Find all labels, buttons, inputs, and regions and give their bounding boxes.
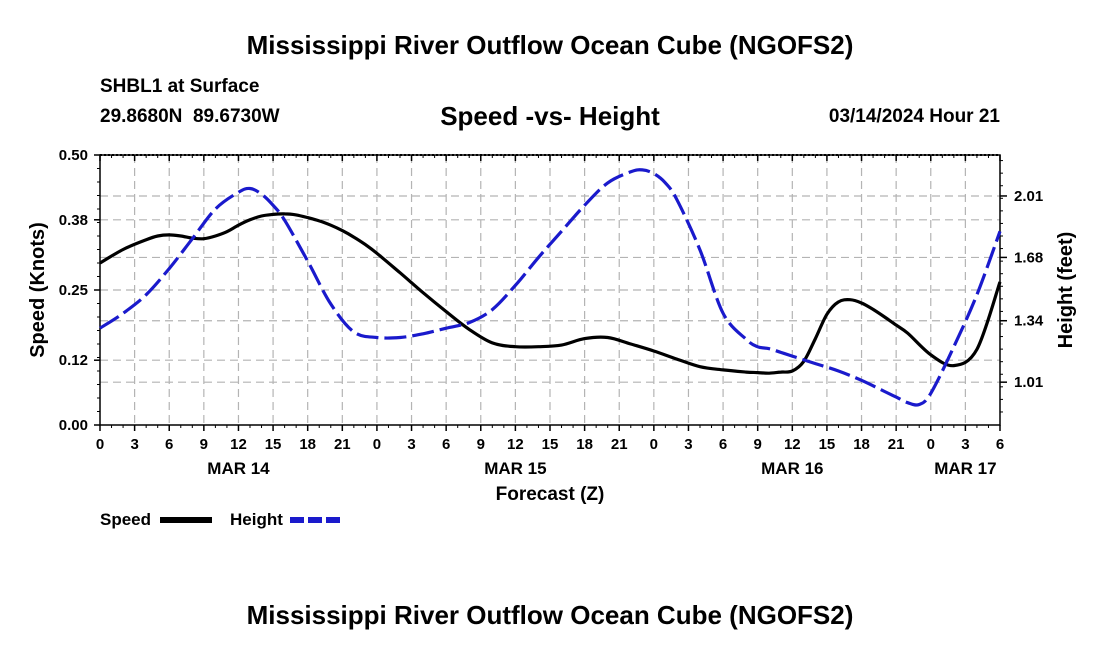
x-tick-label: 3 [684, 436, 692, 453]
x-tick-label: 21 [611, 436, 628, 453]
x-tick-label: 21 [334, 436, 351, 453]
legend-speed-label: Speed [100, 510, 151, 529]
y2-tick-label: 1.01 [1014, 374, 1043, 391]
coordinates-label: 29.8680N 89.6730W [100, 106, 280, 127]
x-tick-label: 0 [373, 436, 381, 453]
x-tick-label: 21 [888, 436, 905, 453]
x-tick-label: 15 [265, 436, 282, 453]
speed-height-chart: 0 3 6 9 12 15 18 21 0 3 6 9 12 15 18 21 0 3 6 9 12 15 18 21 0 3 6M… [27, 147, 1077, 529]
y2-tick-label: 1.68 [1014, 249, 1043, 266]
station-label: SHBL1 at Surface [100, 76, 260, 97]
axis-ticks [94, 154, 1007, 431]
series-line-height [99, 168, 1002, 407]
legend: Speed Height [100, 510, 343, 529]
data-series [99, 168, 1002, 407]
x-tick-label: 0 [650, 436, 658, 453]
y2-tick-label: 1.34 [1014, 313, 1044, 330]
x-tick-label: 15 [542, 436, 559, 453]
day-label: MAR 15 [484, 459, 546, 478]
day-label: MAR 14 [207, 459, 270, 478]
series-line-speed [99, 212, 1002, 375]
x-tick-label: 6 [165, 436, 173, 453]
x-tick-label: 18 [576, 436, 593, 453]
y-tick-label: 0.38 [59, 212, 88, 229]
x-tick-label: 6 [719, 436, 727, 453]
x-tick-label: 12 [507, 436, 524, 453]
forecast-datetime: 03/14/2024 Hour 21 [828, 106, 1000, 127]
y2-tick-label: 2.01 [1014, 188, 1043, 205]
chart-title: Mississippi River Outflow Ocean Cube (NG… [246, 30, 854, 60]
footer-title: Mississippi River Outflow Ocean Cube (NG… [246, 600, 854, 630]
x-tick-label: 9 [754, 436, 762, 453]
legend-height-label: Height [230, 510, 283, 529]
x-tick-label: 3 [961, 436, 969, 453]
axis-tick-labels: 0 3 6 9 12 15 18 21 0 3 6 9 12 15 18 21 0 3 6 9 12 15 18 21 0 3 6M… [59, 147, 1044, 478]
day-label: MAR 16 [761, 459, 823, 478]
x-tick-label: 6 [442, 436, 450, 453]
x-tick-label: 12 [230, 436, 247, 453]
x-tick-label: 3 [130, 436, 138, 453]
grid-lines [100, 155, 1000, 425]
day-label: MAR 17 [934, 459, 996, 478]
y-axis-label: Speed (Knots) [27, 222, 49, 358]
y-tick-label: 0.50 [59, 147, 88, 164]
x-tick-label: 15 [819, 436, 836, 453]
x-tick-label: 9 [200, 436, 208, 453]
x-tick-label: 0 [96, 436, 104, 453]
x-tick-label: 12 [784, 436, 801, 453]
y-tick-label: 0.00 [59, 417, 88, 434]
x-tick-label: 18 [853, 436, 870, 453]
y2-axis-label: Height (feet) [1055, 232, 1077, 349]
x-tick-label: 3 [407, 436, 415, 453]
y-tick-label: 0.12 [59, 352, 88, 369]
x-tick-label: 6 [996, 436, 1004, 453]
x-axis-label: Forecast (Z) [496, 484, 605, 505]
x-tick-label: 18 [299, 436, 316, 453]
y-tick-label: 0.25 [59, 282, 88, 299]
x-tick-label: 0 [927, 436, 935, 453]
x-tick-label: 9 [477, 436, 485, 453]
chart-subtitle: Speed -vs- Height [440, 101, 660, 131]
